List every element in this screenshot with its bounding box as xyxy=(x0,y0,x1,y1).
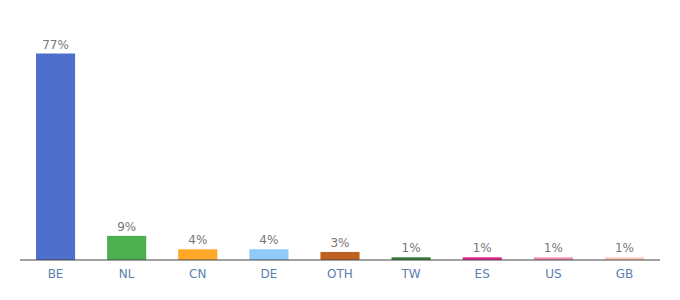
x-axis-line xyxy=(20,260,660,261)
bars xyxy=(36,54,644,261)
x-tick-label: CN xyxy=(189,267,206,281)
chart-container: BE NL CN DE OTH TW ES US GB 77% 9% 4% 4% 3% 1% 1% 1% 1% xyxy=(0,0,680,300)
data-label: 1% xyxy=(473,241,492,255)
bar xyxy=(178,249,217,260)
data-label: 1% xyxy=(544,241,563,255)
x-tick-label: TW xyxy=(401,267,421,281)
data-label: 4% xyxy=(259,233,278,247)
data-labels: 77% 9% 4% 4% 3% 1% 1% 1% 1% xyxy=(42,38,634,256)
data-label: 1% xyxy=(615,241,634,255)
bar xyxy=(107,236,146,260)
x-tick-label: US xyxy=(545,267,561,281)
bar xyxy=(249,249,288,260)
x-tick-label: ES xyxy=(475,267,490,281)
data-label: 1% xyxy=(402,241,421,255)
x-tick-label: BE xyxy=(48,267,64,281)
x-tick-label: DE xyxy=(260,267,277,281)
data-label: 3% xyxy=(330,236,349,250)
data-label: 4% xyxy=(188,233,207,247)
bar xyxy=(320,252,359,260)
x-axis: BE NL CN DE OTH TW ES US GB xyxy=(48,267,634,281)
chart-svg: BE NL CN DE OTH TW ES US GB 77% 9% 4% 4% 3% 1% 1% 1% 1% xyxy=(0,0,680,300)
x-tick-label: OTH xyxy=(327,267,353,281)
x-tick-label: NL xyxy=(119,267,135,281)
x-tick-label: GB xyxy=(616,267,634,281)
bar xyxy=(36,54,75,261)
data-label: 9% xyxy=(117,220,136,234)
data-label: 77% xyxy=(42,38,69,52)
